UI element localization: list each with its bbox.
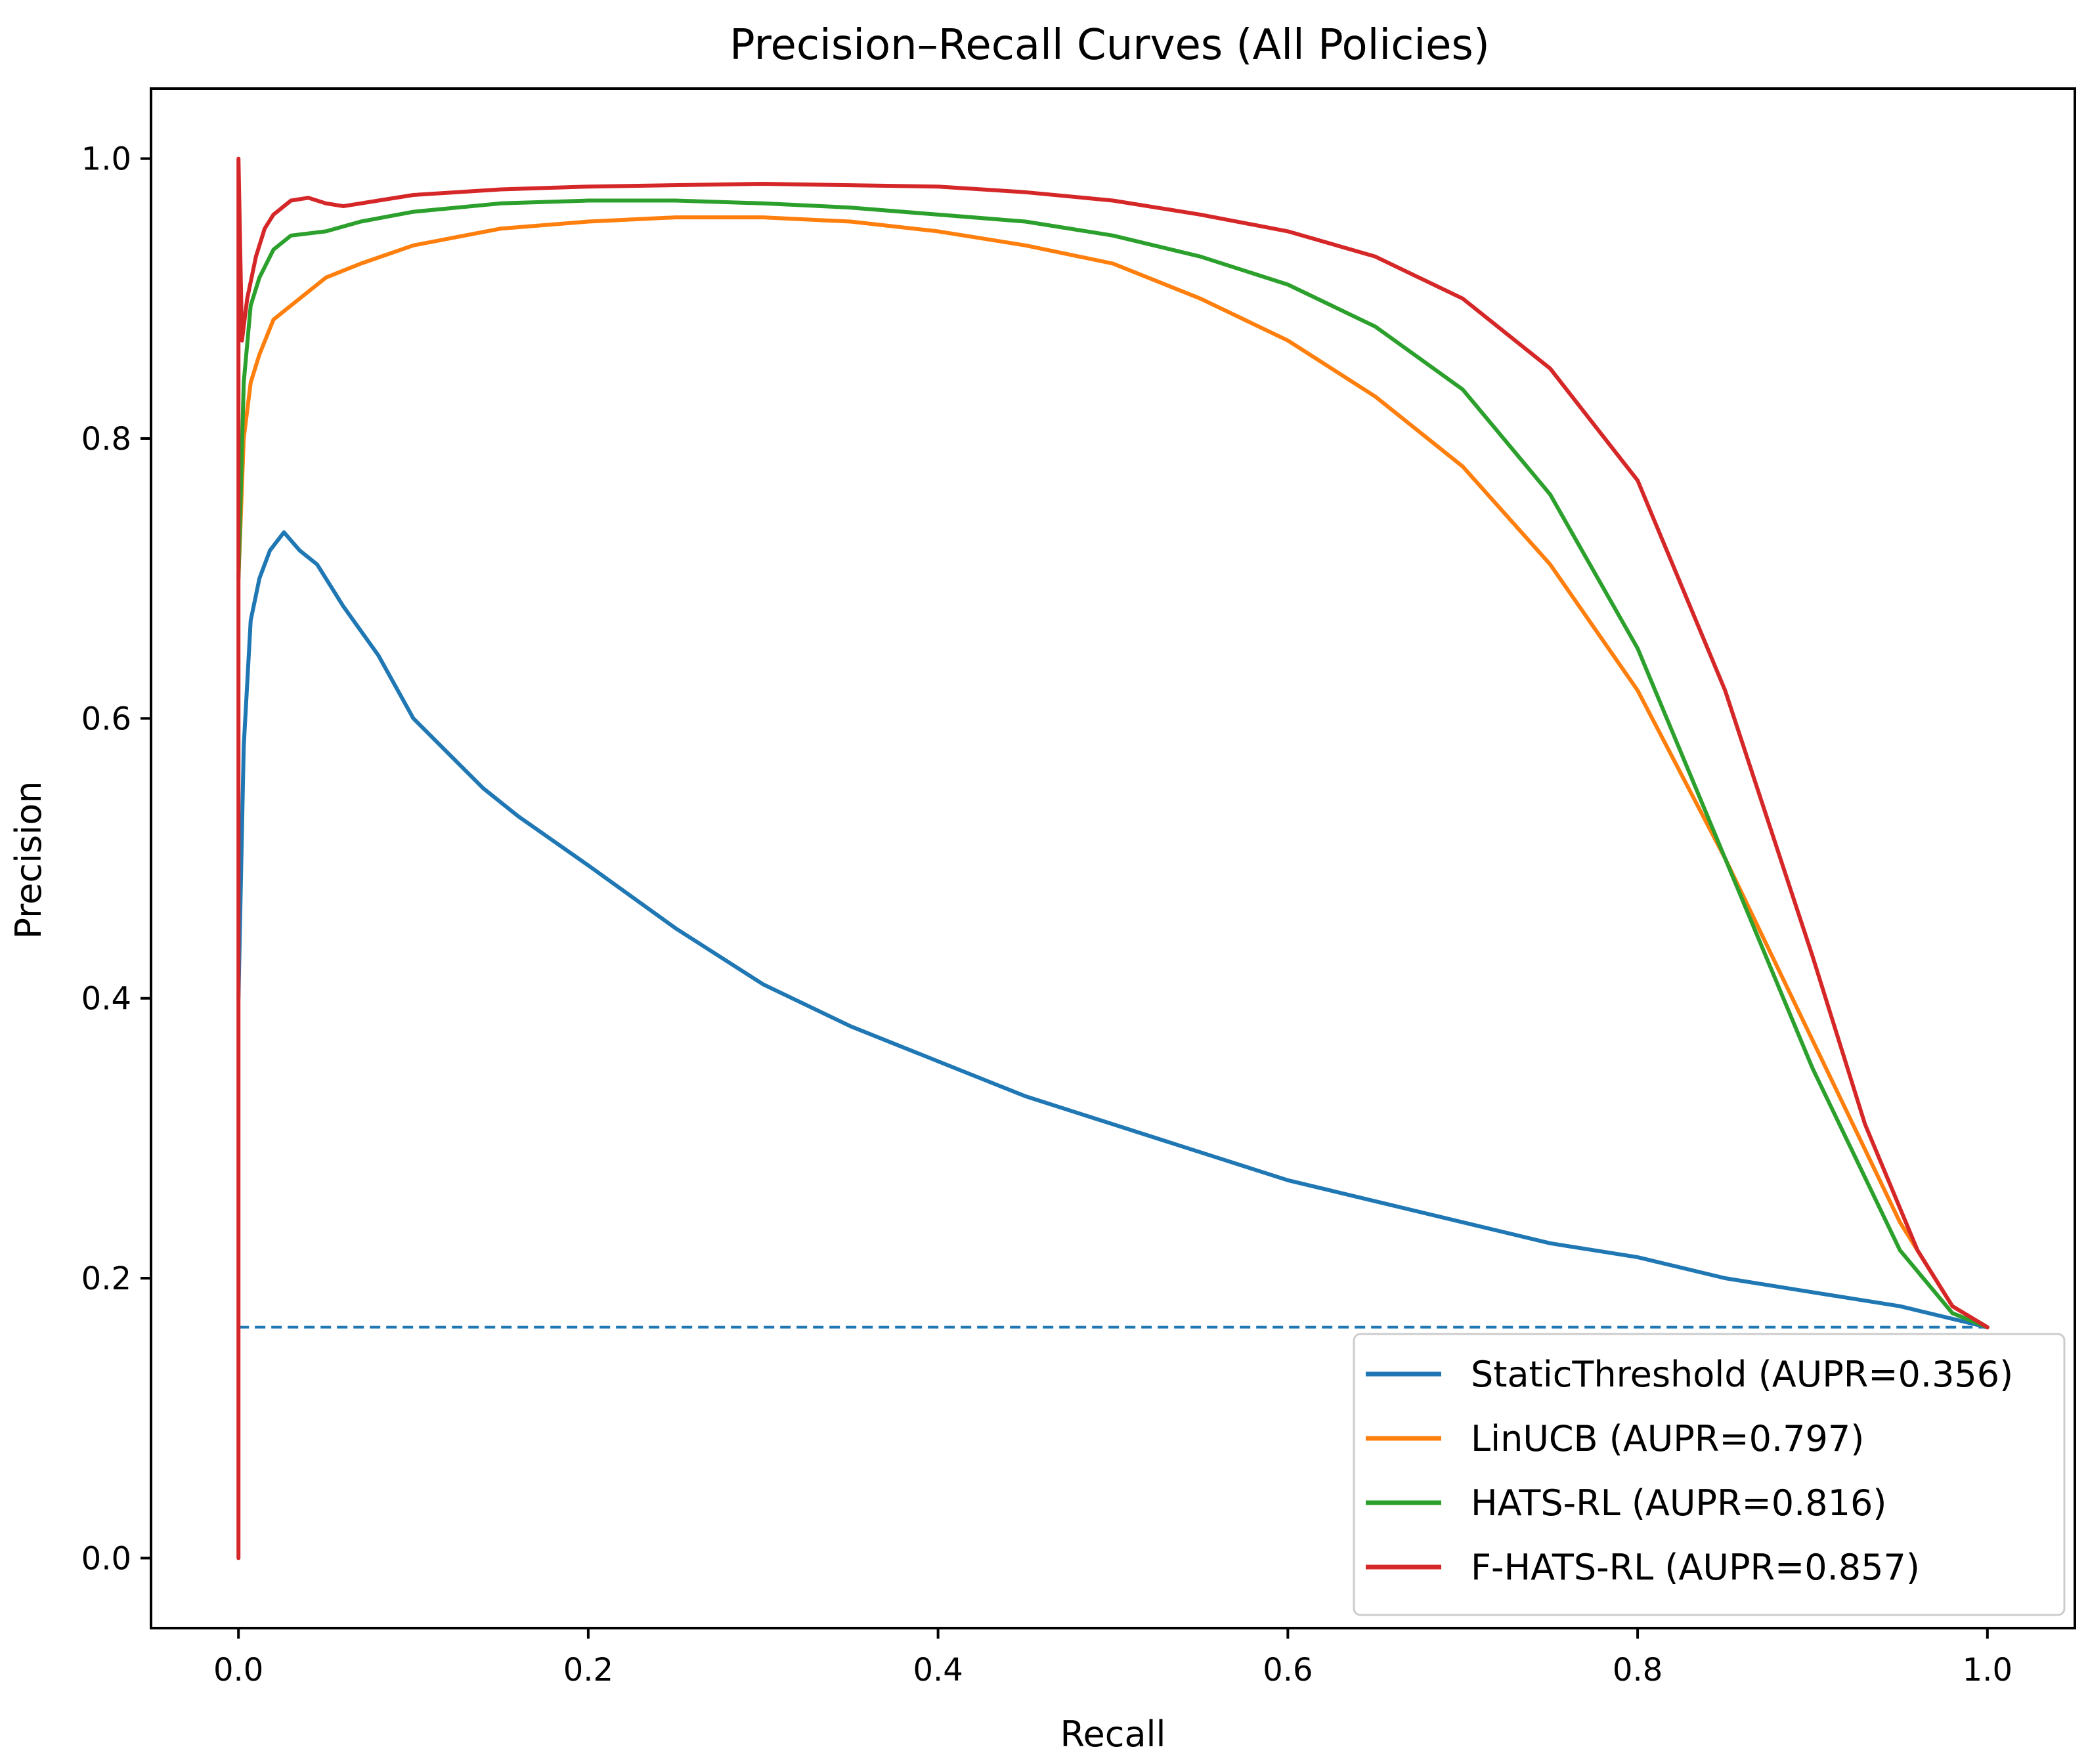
y-axis-label: Precision bbox=[8, 781, 49, 939]
series-line-staticthreshold bbox=[236, 530, 1990, 1329]
legend-label-linucb: LinUCB (AUPR=0.797) bbox=[1471, 1418, 1864, 1459]
legend-box bbox=[1353, 1333, 2066, 1616]
x-tick-label: 0.0 bbox=[213, 1652, 263, 1689]
y-tick-label: 0.6 bbox=[81, 700, 131, 737]
chart-title: Precision–Recall Curves (All Policies) bbox=[729, 21, 1490, 70]
x-tick-label: 0.6 bbox=[1263, 1652, 1313, 1689]
x-tick-label: 0.4 bbox=[913, 1652, 963, 1689]
x-tick-label: 1.0 bbox=[1963, 1652, 2012, 1689]
x-axis-label: Recall bbox=[1060, 1713, 1165, 1755]
series-line-f-hats-rl bbox=[236, 156, 1990, 1560]
x-tick-label: 0.2 bbox=[563, 1652, 613, 1689]
y-tick-label: 0.0 bbox=[81, 1540, 131, 1577]
axis-ticks: 0.0 0.2 0.4 0.6 0.8 1.0 0.0 0.2 0.4 0.6 0.8 1.0 bbox=[81, 141, 2012, 1689]
legend: StaticThreshold (AUPR=0.356) LinUCB (AUPR… bbox=[1353, 1333, 2066, 1616]
legend-label-f-hats-rl: F-HATS-RL (AUPR=0.857) bbox=[1471, 1547, 1920, 1588]
x-tick-label: 0.8 bbox=[1613, 1652, 1663, 1689]
plot-frame bbox=[150, 87, 2076, 1629]
y-tick-label: 1.0 bbox=[81, 141, 131, 178]
series-line-linucb bbox=[236, 215, 1990, 1329]
y-tick-label: 0.4 bbox=[81, 981, 131, 1018]
series-line-hats-rl bbox=[236, 198, 1990, 1329]
y-tick-label: 0.8 bbox=[81, 421, 131, 458]
plot-area bbox=[236, 156, 1990, 1560]
y-tick-label: 0.2 bbox=[81, 1260, 131, 1297]
legend-label-staticthreshold: StaticThreshold (AUPR=0.356) bbox=[1471, 1354, 2013, 1395]
legend-label-hats-rl: HATS-RL (AUPR=0.816) bbox=[1471, 1482, 1886, 1524]
